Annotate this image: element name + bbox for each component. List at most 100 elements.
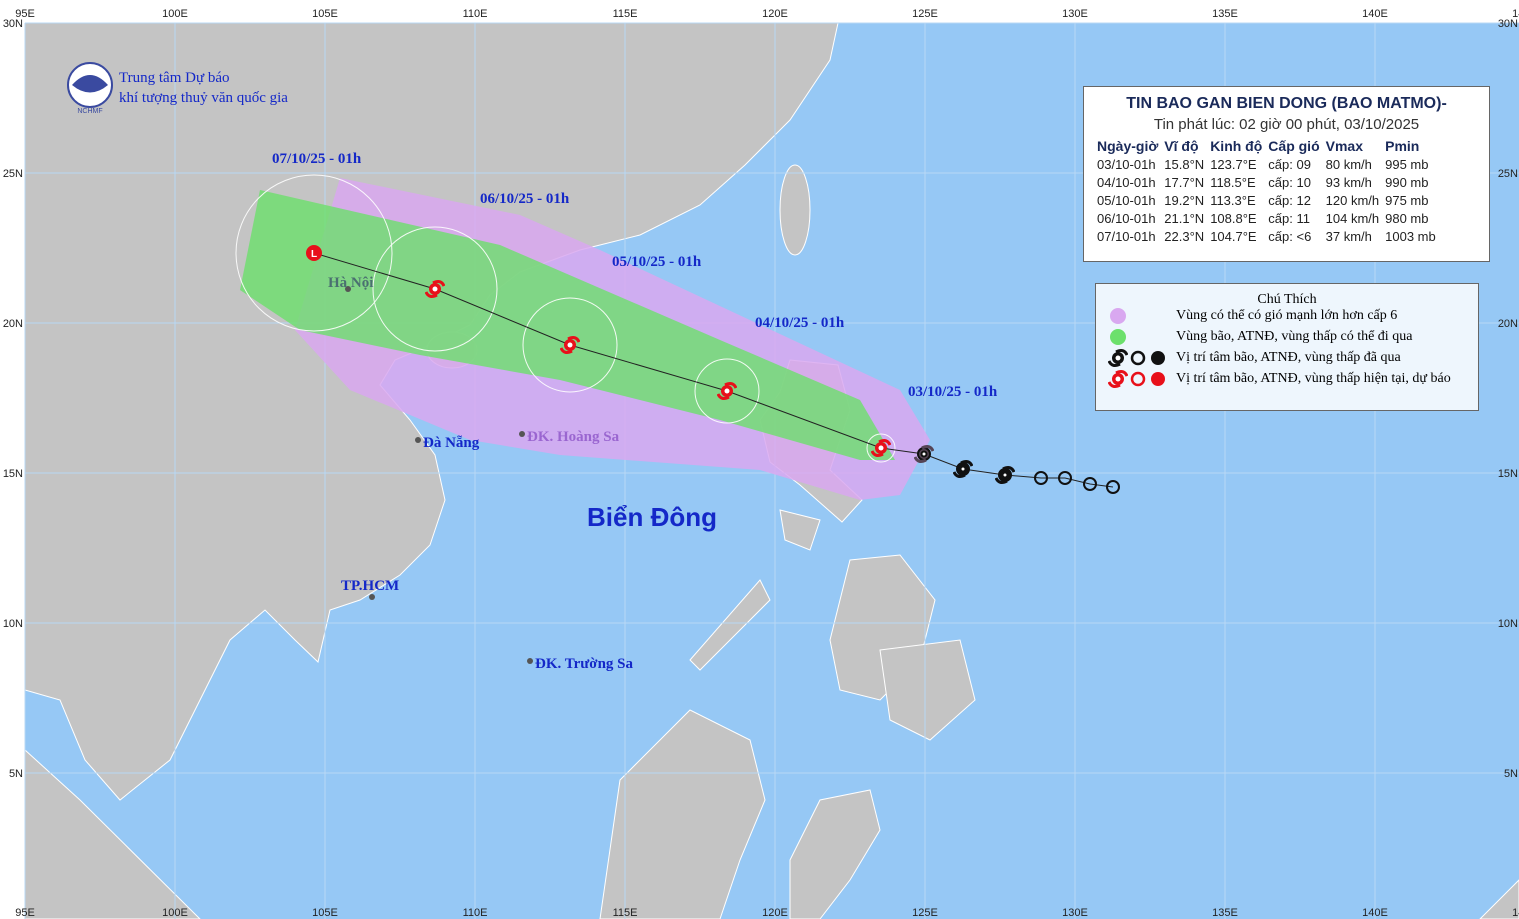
legend-text: Vị trí tâm bão, ATNĐ, vùng thấp đã qua xyxy=(1176,350,1401,365)
legend-symbol xyxy=(1108,349,1165,367)
lon-tick-label: 125E xyxy=(912,8,938,20)
table-cell: 80 km/h xyxy=(1325,156,1372,172)
forecast-label: 05/10/25 - 01h xyxy=(612,254,702,270)
lat-tick-label: 20N xyxy=(1498,318,1518,330)
table-row: 04/10-01h 17.7°N 118.5°E cấp: 10 93 km/h 990 … xyxy=(1094,173,1439,191)
legend-title: Chú Thích xyxy=(1257,292,1317,307)
ticks: 95E 95E 100E 100E 105E 105E 110E 110E 115E 115E 12… xyxy=(3,8,1519,919)
place-label: ĐK. Hoàng Sa xyxy=(527,429,620,445)
table-row: 06/10-01h 21.1°N 108.8°E cấp: 11 104 km/h 980… xyxy=(1094,209,1439,227)
legend: Chú Thích Vùng có thể có gió mạnh lớn hơ… xyxy=(1095,283,1479,411)
bulletin: TIN BAO GAN BIEN DONG (BAO MATMO)- Tin p… xyxy=(1083,86,1490,262)
lat-tick-label: 25N xyxy=(1498,168,1518,180)
forecast-label: 07/10/25 - 01h xyxy=(272,151,362,167)
lon-tick-label: 105E xyxy=(312,8,338,20)
table-cell: 22.3°N xyxy=(1164,228,1205,244)
lon-tick-label: 100E xyxy=(162,907,188,919)
table-cell: 1003 mb xyxy=(1385,228,1436,244)
table-cell: cấp: <6 xyxy=(1268,228,1312,244)
lat-tick-label: 5N xyxy=(9,768,23,780)
legend-symbol xyxy=(1110,308,1126,324)
table-cell: 120 km/h xyxy=(1325,192,1380,208)
logo: NCHMF Trung tâm Dự báo khí tượng thuỷ vă… xyxy=(67,62,288,115)
table-cell: cấp: 11 xyxy=(1268,210,1310,226)
table-cell: cấp: 12 xyxy=(1268,192,1311,208)
lat-tick-label: 30N xyxy=(3,18,23,30)
lon-tick-label: 140E xyxy=(1362,8,1388,20)
table-row: 07/10-01h 22.3°N 104.7°E cấp: <6 37 km/h 1003… xyxy=(1094,227,1439,245)
place-label: Đà Nẵng xyxy=(423,435,480,451)
lon-tick-label: 120E xyxy=(762,907,788,919)
forecast-label: 03/10/25 - 01h xyxy=(908,384,998,400)
lon-tick-label: 100E xyxy=(162,8,188,20)
legend-text: Vị trí tâm bão, ATNĐ, vùng thấp hiện tại… xyxy=(1176,371,1451,386)
table-cell: 37 km/h xyxy=(1325,228,1372,244)
table-row: 03/10-01h 15.8°N 123.7°E cấp: 09 80 km/h 995 … xyxy=(1094,155,1439,173)
lon-tick-label: 115E xyxy=(613,8,638,20)
lon-tick-label: 95E xyxy=(15,8,35,20)
column-header: Vmax xyxy=(1325,138,1363,154)
bulletin-issued: Tin phát lúc: 02 giờ 00 phút, 03/10/2025 xyxy=(1153,116,1420,133)
lon-tick-label: 105E xyxy=(312,907,338,919)
bulletin-title: TIN BAO GAN BIEN DONG (BAO MATMO)- xyxy=(1126,95,1447,112)
table-cell: 995 mb xyxy=(1385,156,1429,172)
lon-tick-label: 115E xyxy=(613,907,638,919)
table-cell: 04/10-01h xyxy=(1097,174,1156,190)
table-cell: 15.8°N xyxy=(1164,156,1205,172)
table-cell: 93 km/h xyxy=(1325,174,1372,190)
forecast-label: 04/10/25 - 01h xyxy=(755,315,845,331)
table-cell: cấp: 10 xyxy=(1268,174,1311,190)
table-cell: 118.5°E xyxy=(1210,174,1256,190)
legend-text: Vùng có thể có gió mạnh lớn hơn cấp 6 xyxy=(1176,308,1398,323)
lat-tick-label: 10N xyxy=(3,618,23,630)
logo-text: Trung tâm Dự báo xyxy=(119,70,230,86)
legend-item: Vùng bão, ATNĐ, vùng thấp có thể đi qua xyxy=(1096,329,1478,350)
lon-tick-label: 130E xyxy=(1062,8,1088,20)
logo-text: khí tượng thuỷ văn quốc gia xyxy=(119,90,288,106)
table-cell: 05/10-01h xyxy=(1097,192,1156,208)
sea-label: Biển Đông xyxy=(587,502,717,532)
past-positions xyxy=(914,445,1120,494)
lat-tick-label: 15N xyxy=(3,468,23,480)
table-cell: 07/10-01h xyxy=(1097,228,1156,244)
table-cell: 975 mb xyxy=(1385,192,1429,208)
table-cell: 104 km/h xyxy=(1325,210,1380,226)
lon-tick-label: 135E xyxy=(1212,907,1238,919)
table-cell: 990 mb xyxy=(1385,174,1429,190)
legend-item: Vùng có thể có gió mạnh lớn hơn cấp 6 xyxy=(1096,308,1478,329)
table-cell: 06/10-01h xyxy=(1097,210,1156,226)
table-cell: 123.7°E xyxy=(1210,156,1257,172)
table-cell: cấp: 09 xyxy=(1268,156,1311,172)
table-row: 05/10-01h 19.2°N 113.3°E cấp: 12 120 km/h 975… xyxy=(1094,191,1439,209)
lat-tick-label: 15N xyxy=(1498,468,1518,480)
lon-tick-label: 120E xyxy=(762,8,788,20)
lon-tick-label: 110E xyxy=(463,907,488,919)
forecast-label: 06/10/25 - 01h xyxy=(480,191,570,207)
table-cell: 21.1°N xyxy=(1164,210,1205,226)
track xyxy=(313,252,1114,488)
table-cell: 17.7°N xyxy=(1164,174,1205,190)
lon-tick-label: 145E xyxy=(1512,8,1519,20)
lon-tick-label: 130E xyxy=(1062,907,1088,919)
place-label: TP.HCM xyxy=(341,578,399,594)
places: Hà Nội Đà Nẵng ĐK. Hoàng Sa TP.HCM ĐK. T… xyxy=(328,275,634,672)
logo-badge: NCHMF xyxy=(77,108,102,115)
lon-tick-label: 135E xyxy=(1212,8,1238,20)
table-cell: 108.8°E xyxy=(1210,210,1257,226)
lat-tick-label: 5N xyxy=(1504,768,1518,780)
lon-tick-label: 95E xyxy=(15,907,35,919)
lon-tick-label: 140E xyxy=(1362,907,1388,919)
table-cell: 113.3°E xyxy=(1210,192,1256,208)
lat-tick-label: 20N xyxy=(3,318,23,330)
legend-text: Vùng bão, ATNĐ, vùng thấp có thể đi qua xyxy=(1176,329,1413,344)
place-label: Hà Nội xyxy=(328,275,373,291)
legend-item: Vị trí tâm bão, ATNĐ, vùng thấp đã qua xyxy=(1096,349,1478,371)
lon-tick-label: 110E xyxy=(463,8,488,20)
forecast-labels: 07/10/25 - 01h 06/10/25 - 01h 05/10/25 -… xyxy=(272,151,998,400)
table-cell: 104.7°E xyxy=(1210,228,1257,244)
lat-tick-label: 10N xyxy=(1498,618,1518,630)
lat-tick-label: 30N xyxy=(1498,18,1518,30)
legend-item: Vị trí tâm bão, ATNĐ, vùng thấp hiện tại… xyxy=(1096,370,1478,392)
lat-tick-label: 25N xyxy=(3,168,23,180)
